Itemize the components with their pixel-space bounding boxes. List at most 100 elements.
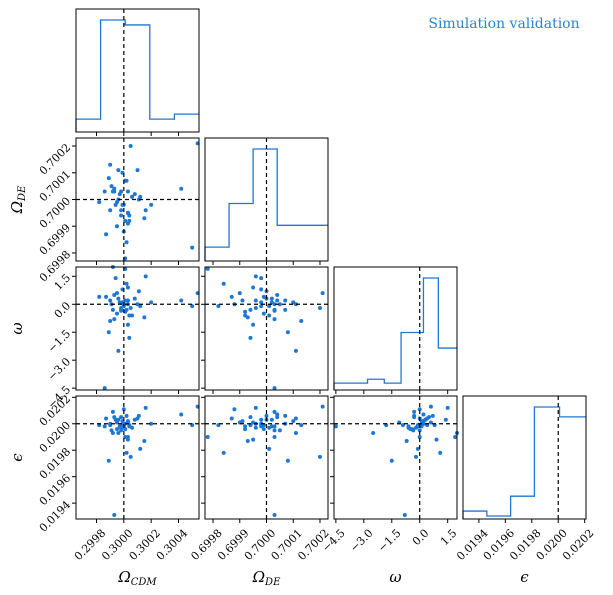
sample-point	[124, 240, 129, 245]
sample-point	[119, 307, 124, 312]
sample-point	[112, 189, 117, 194]
sample-point	[117, 300, 122, 305]
sample-point	[415, 446, 420, 451]
scatter-panel-ocdm-w: −4.5−3.0−1.50.01.5	[45, 265, 200, 411]
sample-point	[248, 335, 253, 340]
sample-point	[406, 424, 411, 429]
sample-point	[127, 335, 132, 340]
sample-point	[135, 168, 140, 173]
sample-point	[128, 454, 133, 459]
histogram-eps	[462, 406, 586, 519]
sample-point	[119, 415, 124, 420]
sample-point	[117, 192, 122, 197]
sample-point	[190, 245, 195, 250]
y-tick-label: −1.5	[45, 327, 73, 355]
sample-point	[438, 450, 443, 455]
sample-point	[264, 413, 269, 418]
sample-point	[275, 298, 280, 303]
sample-point	[123, 218, 128, 223]
panel-frame	[204, 137, 329, 262]
sample-point	[109, 428, 114, 433]
x-tick-label: −3.0	[348, 527, 376, 555]
sample-point	[229, 416, 234, 421]
x-axis-label-eps: ϵ	[520, 568, 529, 586]
sample-point	[283, 413, 288, 418]
sample-point	[127, 424, 132, 429]
sample-point	[119, 213, 124, 218]
sample-point	[261, 311, 266, 316]
sample-point	[221, 450, 226, 455]
sample-point	[400, 423, 405, 428]
sample-point	[116, 296, 121, 301]
sample-point	[132, 296, 137, 301]
sample-point	[414, 454, 418, 459]
sample-point	[272, 317, 277, 322]
sample-point	[259, 276, 264, 281]
sample-point	[259, 287, 264, 292]
x-tick-label: −1.5	[375, 527, 403, 555]
sample-point	[417, 428, 422, 433]
sample-point	[112, 317, 117, 322]
sample-point	[259, 300, 264, 305]
sample-point	[138, 446, 143, 451]
sample-point	[112, 292, 117, 297]
sample-point	[124, 281, 129, 286]
sample-point	[269, 417, 274, 422]
sample-point	[125, 322, 130, 327]
sample-point	[125, 298, 130, 303]
sample-point	[179, 186, 184, 191]
sample-point	[267, 313, 272, 318]
sample-point	[402, 513, 407, 518]
sample-point	[113, 417, 118, 422]
sample-point	[259, 417, 264, 422]
sample-point	[261, 294, 266, 299]
sample-point	[125, 437, 130, 442]
sample-point	[423, 417, 428, 422]
x-axis-label-w: ω	[389, 568, 401, 586]
sample-point	[371, 431, 376, 436]
sample-point	[443, 417, 448, 422]
sample-point	[251, 437, 256, 442]
scatter-panel-ocdm-eps: 0.29980.30000.30020.30040.01940.01960.01…	[37, 392, 200, 563]
sample-point	[125, 285, 130, 290]
sample-point	[142, 315, 147, 320]
scatter-panel-w-eps: −4.5 −3.0 −1.5 0.0 1.5	[320, 395, 459, 555]
panel-frame	[75, 266, 200, 391]
histogram-ocdm	[75, 19, 199, 132]
sample-point	[102, 189, 107, 194]
y-tick-label: 0.0	[52, 299, 74, 321]
sample-point	[132, 192, 137, 197]
panel-frame	[75, 395, 200, 520]
sample-point	[104, 416, 109, 421]
sample-point	[108, 298, 113, 303]
sample-point	[104, 294, 109, 299]
sample-point	[108, 162, 113, 167]
panel-frame	[462, 395, 587, 520]
sample-point	[430, 413, 435, 418]
sample-point	[267, 304, 272, 309]
sample-point	[115, 224, 119, 229]
sample-point	[272, 435, 277, 439]
sample-point	[259, 304, 264, 309]
sample-point	[112, 513, 117, 518]
sample-point	[121, 407, 126, 412]
sample-point	[149, 421, 154, 426]
y-tick-label: −3.0	[45, 355, 73, 383]
sample-point	[245, 315, 250, 320]
sample-point	[248, 307, 253, 312]
hist-panel-ocdm	[75, 8, 200, 136]
sample-point	[272, 424, 277, 429]
sample-point	[125, 189, 130, 194]
x-axis-label-ocdm: ΩCDM	[117, 568, 157, 588]
sample-point	[317, 454, 322, 459]
sample-point	[251, 322, 256, 327]
sample-point	[135, 302, 140, 307]
sample-point	[108, 208, 113, 213]
y-axis-label-eps: ϵ	[8, 453, 26, 462]
sample-point	[428, 420, 433, 425]
histogram-w	[333, 277, 457, 390]
panel-frame	[333, 266, 458, 391]
